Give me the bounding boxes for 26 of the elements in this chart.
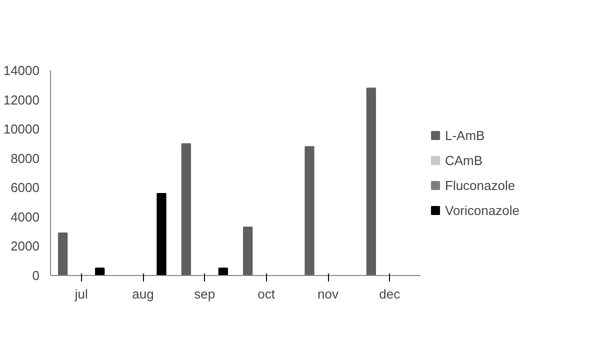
- y-tick-label: 6000: [10, 180, 40, 196]
- bar: [156, 193, 166, 276]
- x-tick-label: dec: [379, 286, 401, 302]
- legend-label: L-AmB: [445, 128, 485, 142]
- x-tick-label: oct: [258, 286, 276, 302]
- x-tick-label: aug: [132, 286, 154, 302]
- x-tick-label: jul: [74, 286, 88, 302]
- y-tick-label: 8000: [10, 150, 40, 166]
- bar: [366, 88, 376, 276]
- legend-label: CAmB: [445, 152, 483, 168]
- y-tick-label: 10000: [3, 122, 40, 137]
- y-tick-label: 2000: [10, 238, 40, 254]
- y-tick-label: 14000: [3, 63, 40, 78]
- bar: [218, 268, 228, 276]
- x-tick-label: sep: [194, 286, 216, 302]
- bar: [304, 146, 314, 276]
- legend-label: Fluconazole: [445, 178, 516, 192]
- bar: [95, 268, 105, 276]
- bar: [243, 226, 253, 276]
- x-tick-label: nov: [318, 286, 339, 302]
- bar: [181, 143, 191, 276]
- y-tick-label: 4000: [10, 209, 40, 224]
- y-tick-label: 12000: [3, 92, 40, 108]
- legend-label: Voriconazole: [445, 202, 520, 218]
- bar: [58, 232, 68, 276]
- y-tick-label: 0: [32, 268, 40, 283]
